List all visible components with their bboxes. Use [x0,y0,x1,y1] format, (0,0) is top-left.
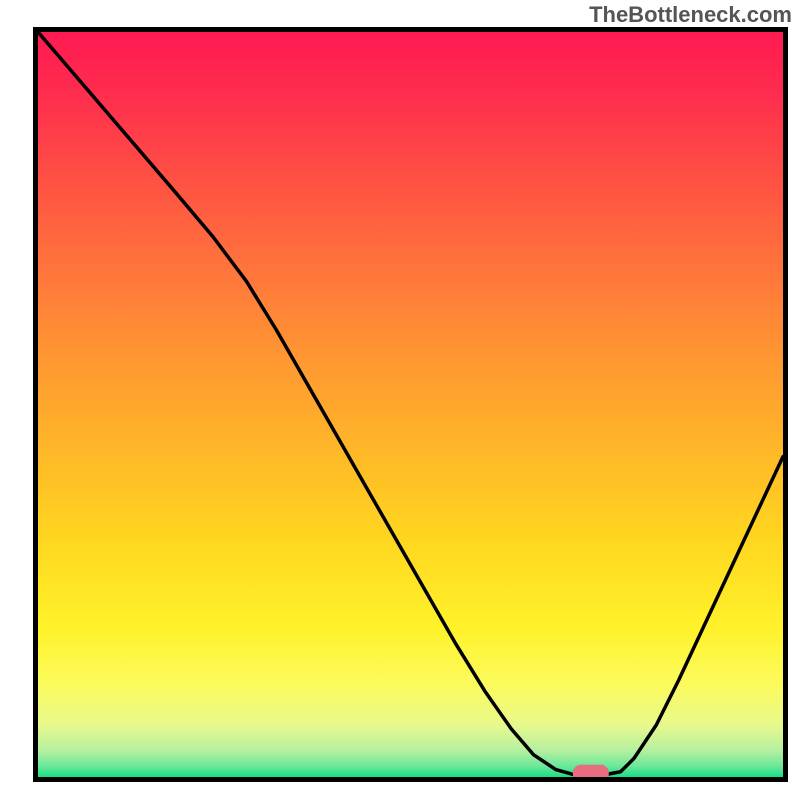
watermark-text: TheBottleneck.com [589,2,792,28]
chart-container: { "watermark": { "text": "TheBottleneck.… [0,0,800,800]
plot-area [33,27,788,782]
plot-svg [33,27,788,782]
gradient-background [38,32,783,777]
